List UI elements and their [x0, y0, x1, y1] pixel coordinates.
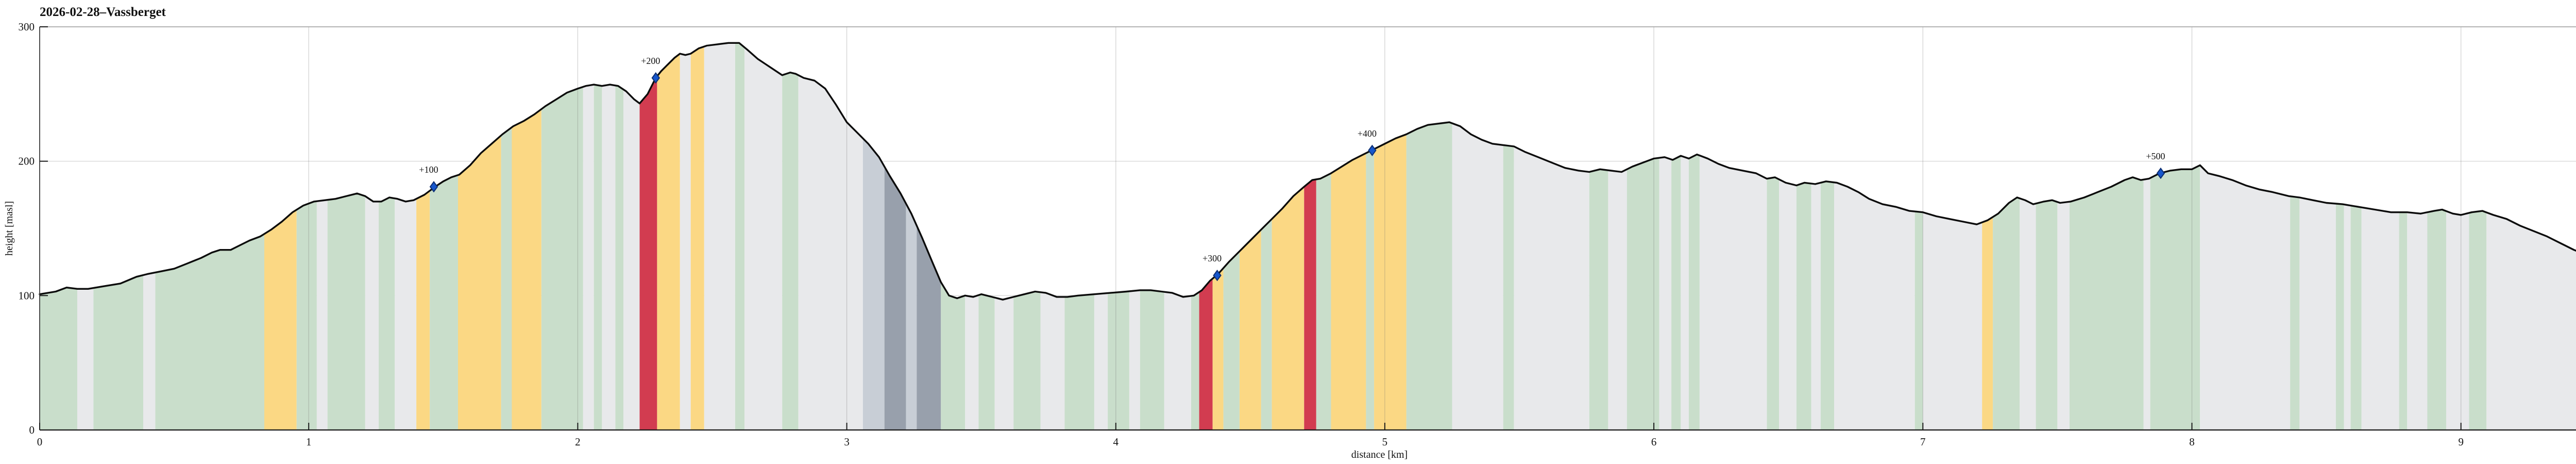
slope-band-down: [602, 43, 616, 430]
y-tick-label-0: 0: [29, 424, 35, 436]
slope-band-up: [782, 43, 799, 430]
chart-title: 2026-02-28–Vassberget: [40, 5, 166, 19]
ascent-marker-label: +500: [2146, 151, 2165, 161]
x-tick-label-9: 9: [2458, 436, 2464, 448]
y-tick-label-200: 200: [19, 155, 35, 168]
ascent-marker-diamond: [651, 72, 660, 84]
y-tick-label-100: 100: [19, 289, 35, 302]
slope-band-up30: [639, 43, 657, 430]
ascent-marker-+500: +500: [2146, 151, 2165, 179]
x-tick-label-2: 2: [575, 436, 581, 448]
ascent-marker-label: +400: [1358, 128, 1377, 139]
ascent-marker-+200: +200: [641, 56, 660, 84]
slope-band-down: [680, 43, 691, 430]
slope-band-up: [735, 43, 745, 430]
slope-band-up: [615, 43, 624, 430]
ascent-marker-label: +200: [641, 56, 660, 66]
x-tick-label-5: 5: [1382, 436, 1388, 448]
ascent-marker-label: +100: [419, 164, 438, 175]
slope-band-up: [501, 43, 512, 430]
terrain-outline: [39, 42, 2576, 301]
slope-band-up15: [657, 43, 680, 430]
ascent-marker-diamond: [2156, 167, 2165, 179]
x-tick-label-1: 1: [306, 436, 312, 448]
ascent-marker-+400: +400: [1358, 128, 1377, 156]
slope-band-down: [704, 43, 735, 430]
slope-band-down: [583, 43, 594, 430]
x-tick-label-4: 4: [1113, 436, 1119, 448]
ascent-marker-label: +300: [1202, 253, 1222, 263]
slope-band-up: [594, 43, 602, 430]
x-tick-label-3: 3: [844, 436, 850, 448]
x-axis-label: distance [km]: [1351, 449, 1408, 460]
ascent-marker-diamond: [1368, 144, 1377, 156]
x-tick-label-8: 8: [2189, 436, 2195, 448]
y-tick-label-300: 300: [19, 21, 35, 33]
ascent-marker-diamond: [1213, 270, 1222, 281]
slope-band-up15: [690, 43, 704, 430]
ascent-marker-+100: +100: [419, 164, 438, 193]
slope-band-down: [623, 43, 640, 430]
x-tick-label-7: 7: [1920, 436, 1926, 448]
y-axis-label: height [masl]: [4, 201, 15, 256]
x-tick-label-6: 6: [1651, 436, 1657, 448]
ascent-marker-diamond: [429, 181, 438, 193]
ascent-marker-+300: +300: [1202, 253, 1222, 281]
x-tick-label-0: 0: [37, 436, 43, 448]
slope-band-down: [744, 43, 783, 430]
slope-band-up: [541, 43, 583, 430]
